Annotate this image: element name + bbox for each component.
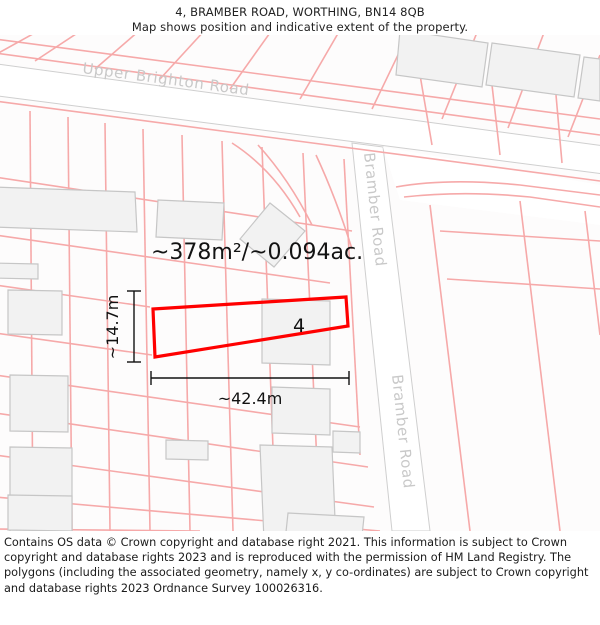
property-map[interactable]: Upper Brighton Road Bramber Road Bramber… (0, 35, 600, 531)
height-dimension-label: ~14.7m (103, 295, 122, 360)
width-dimension (150, 371, 350, 385)
map-header: 4, BRAMBER ROAD, WORTHING, BN14 8QB Map … (0, 0, 600, 35)
subject-property-outline[interactable] (151, 295, 350, 359)
copyright-notice: Contains OS data © Crown copyright and d… (4, 536, 589, 595)
height-dimension (127, 290, 141, 363)
width-dimension-label: ~42.4m (218, 389, 283, 408)
property-address: 4, BRAMBER ROAD, WORTHING, BN14 8QB (175, 5, 425, 19)
road-polygons (0, 63, 600, 531)
plot-number-label: 4 (293, 315, 305, 337)
map-caption: Map shows position and indicative extent… (131, 20, 469, 34)
plot-area-label: ~378m²/~0.094ac. (151, 240, 363, 265)
building-footprints (0, 35, 600, 531)
map-footer: Contains OS data © Crown copyright and d… (0, 535, 600, 596)
